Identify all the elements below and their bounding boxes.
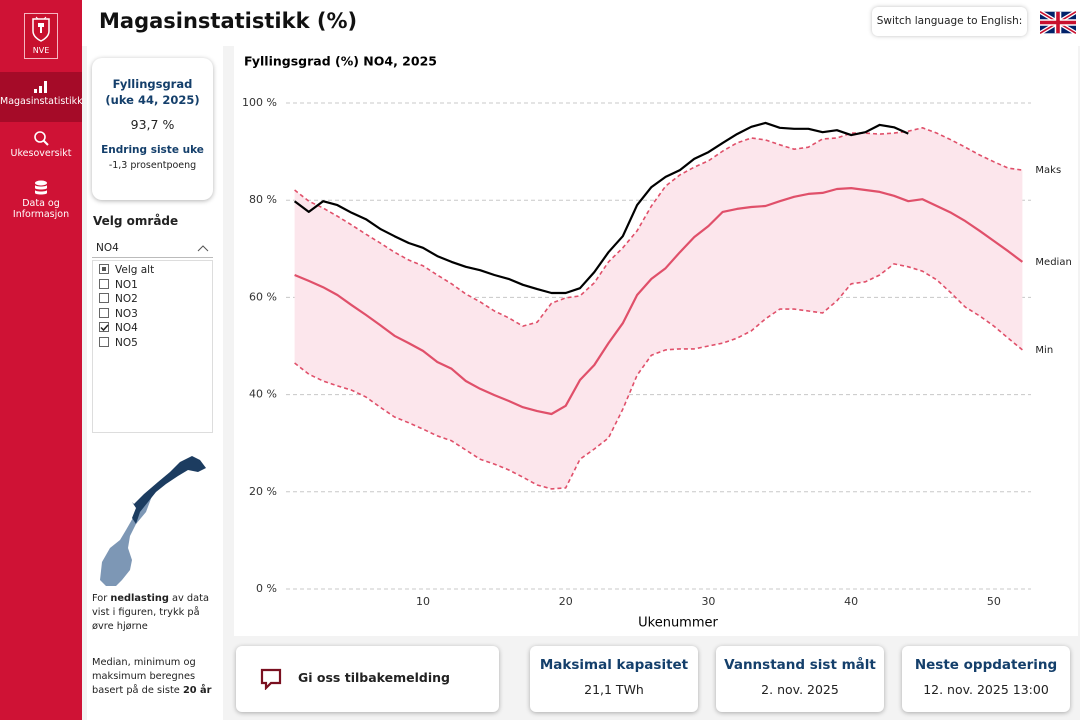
norway-map xyxy=(100,456,206,586)
dropdown-value: NO4 xyxy=(96,242,119,254)
area-option[interactable]: NO3 xyxy=(99,307,138,321)
kpi-title: Fyllingsgrad (uke 44, 2025) xyxy=(105,77,200,107)
uk-flag[interactable] xyxy=(1040,11,1076,34)
option-label: NO5 xyxy=(115,336,138,349)
download-note: For nedlasting av data vist i figuren, t… xyxy=(92,592,216,634)
nav-label: Ukesoversikt xyxy=(10,148,72,159)
y-tick-label: 80 % xyxy=(249,193,277,206)
area-option[interactable]: NO4 xyxy=(99,321,138,335)
card-title: Neste oppdatering xyxy=(914,657,1058,673)
area-dropdown[interactable]: NO4 xyxy=(92,238,213,258)
series-line xyxy=(294,263,1023,490)
y-tick-label: 100 % xyxy=(242,96,277,109)
area-option[interactable]: NO1 xyxy=(99,278,138,292)
nav-item[interactable]: Data og Informasjon xyxy=(0,174,82,230)
series-label: Min xyxy=(1035,345,1053,356)
series-line xyxy=(294,127,1023,327)
card-title: Maksimal kapasitet xyxy=(539,657,689,673)
note-bold: 20 år xyxy=(182,685,212,696)
info-card: Maksimal kapasitet 21,1 TWh xyxy=(530,646,698,712)
x-tick-label: 30 xyxy=(701,595,715,608)
checkbox[interactable] xyxy=(99,322,109,332)
feedback-text: Gi oss tilbakemelding xyxy=(298,670,450,685)
info-card: Neste oppdatering 12. nov. 2025 13:00 xyxy=(902,646,1070,712)
series-line xyxy=(293,121,909,295)
x-tick-label: 10 xyxy=(416,595,430,608)
option-label: NO2 xyxy=(115,293,138,305)
x-axis-label: Ukenummer xyxy=(638,616,718,631)
logo-crest xyxy=(32,16,50,42)
y-tick-label: 40 % xyxy=(249,388,277,401)
checkbox[interactable] xyxy=(99,264,109,274)
logo-text: NVE xyxy=(32,46,50,55)
checkbox[interactable] xyxy=(99,336,109,347)
feedback-card[interactable]: Gi oss tilbakemelding xyxy=(236,646,499,712)
language-button[interactable]: Switch language to English: xyxy=(872,7,1027,36)
y-tick-label: 20 % xyxy=(249,485,277,498)
page-title: Magasinstatistikk (%) xyxy=(99,9,358,33)
filter-title: Velg område xyxy=(93,214,179,228)
sidebar: NVE Magasinstatistikk Ukesoversikt Data … xyxy=(0,0,83,720)
kpi-change-title: Endring siste uke xyxy=(101,144,204,156)
y-tick-label: 0 % xyxy=(256,582,277,595)
checkbox[interactable] xyxy=(99,307,109,318)
note-bold: nedlasting xyxy=(110,593,169,604)
area-list: Velg alt NO1 NO2 NO3 NO4 NO5 xyxy=(92,260,213,433)
note-text: Median, minimum og maksimum beregnes bas… xyxy=(92,657,196,696)
area-option[interactable]: Velg alt xyxy=(99,263,154,277)
kpi-card: Fyllingsgrad (uke 44, 2025) 93,7 % Endri… xyxy=(92,58,213,200)
nav-icon xyxy=(34,131,49,146)
nav-label: Magasinstatistikk xyxy=(0,96,83,107)
kpi-change-value: -1,3 prosentpoeng xyxy=(108,160,197,171)
nav-icon xyxy=(34,81,47,93)
chart-title: Fyllingsgrad (%) NO4, 2025 xyxy=(244,54,437,69)
series-label: Maks xyxy=(1035,165,1061,176)
note-text: av data vist i figuren, trykk på øvre hj… xyxy=(92,593,209,632)
nav-label: Data og Informasjon xyxy=(12,198,70,220)
option-label: NO3 xyxy=(115,307,138,320)
x-tick-label: 20 xyxy=(559,595,573,608)
nav-item[interactable]: Magasinstatistikk xyxy=(0,72,83,122)
x-tick-label: 50 xyxy=(987,595,1001,608)
option-label: Velg alt xyxy=(115,264,155,276)
card-value: 21,1 TWh xyxy=(584,682,644,697)
feedback-icon xyxy=(260,668,282,690)
card-value: 12. nov. 2025 13:00 xyxy=(923,682,1049,697)
chevron xyxy=(197,245,209,252)
range-band xyxy=(294,127,1023,489)
chart-panel: Fyllingsgrad (%) NO4, 2025 Ukenummer 0 %… xyxy=(234,46,1078,636)
note-text: For xyxy=(92,593,111,604)
area-option[interactable]: NO2 xyxy=(99,292,138,306)
checkbox[interactable] xyxy=(99,293,109,303)
info-card: Vannstand sist målt 2. nov. 2025 xyxy=(716,646,884,712)
x-tick-label: 40 xyxy=(844,595,858,608)
nav-icon xyxy=(35,180,47,195)
header: Magasinstatistikk (%) Switch language to… xyxy=(82,0,1080,46)
checkbox[interactable] xyxy=(99,278,109,289)
chart: Fyllingsgrad (%) NO4, 2025 Ukenummer 0 %… xyxy=(242,54,1072,631)
option-label: NO1 xyxy=(115,278,138,291)
option-label: NO4 xyxy=(115,322,138,334)
kpi-value: 93,7 % xyxy=(130,117,175,132)
y-tick-label: 60 % xyxy=(249,290,277,303)
series-line xyxy=(294,187,1024,416)
method-note: Median, minimum og maksimum beregnes bas… xyxy=(92,656,216,698)
logo[interactable]: NVE xyxy=(24,13,58,59)
area-option[interactable]: NO5 xyxy=(99,336,138,350)
series-label: Median xyxy=(1035,257,1071,268)
nav-item[interactable]: Ukesoversikt xyxy=(0,124,82,174)
card-title: Vannstand sist målt xyxy=(724,657,876,673)
card-value: 2. nov. 2025 xyxy=(761,682,839,697)
